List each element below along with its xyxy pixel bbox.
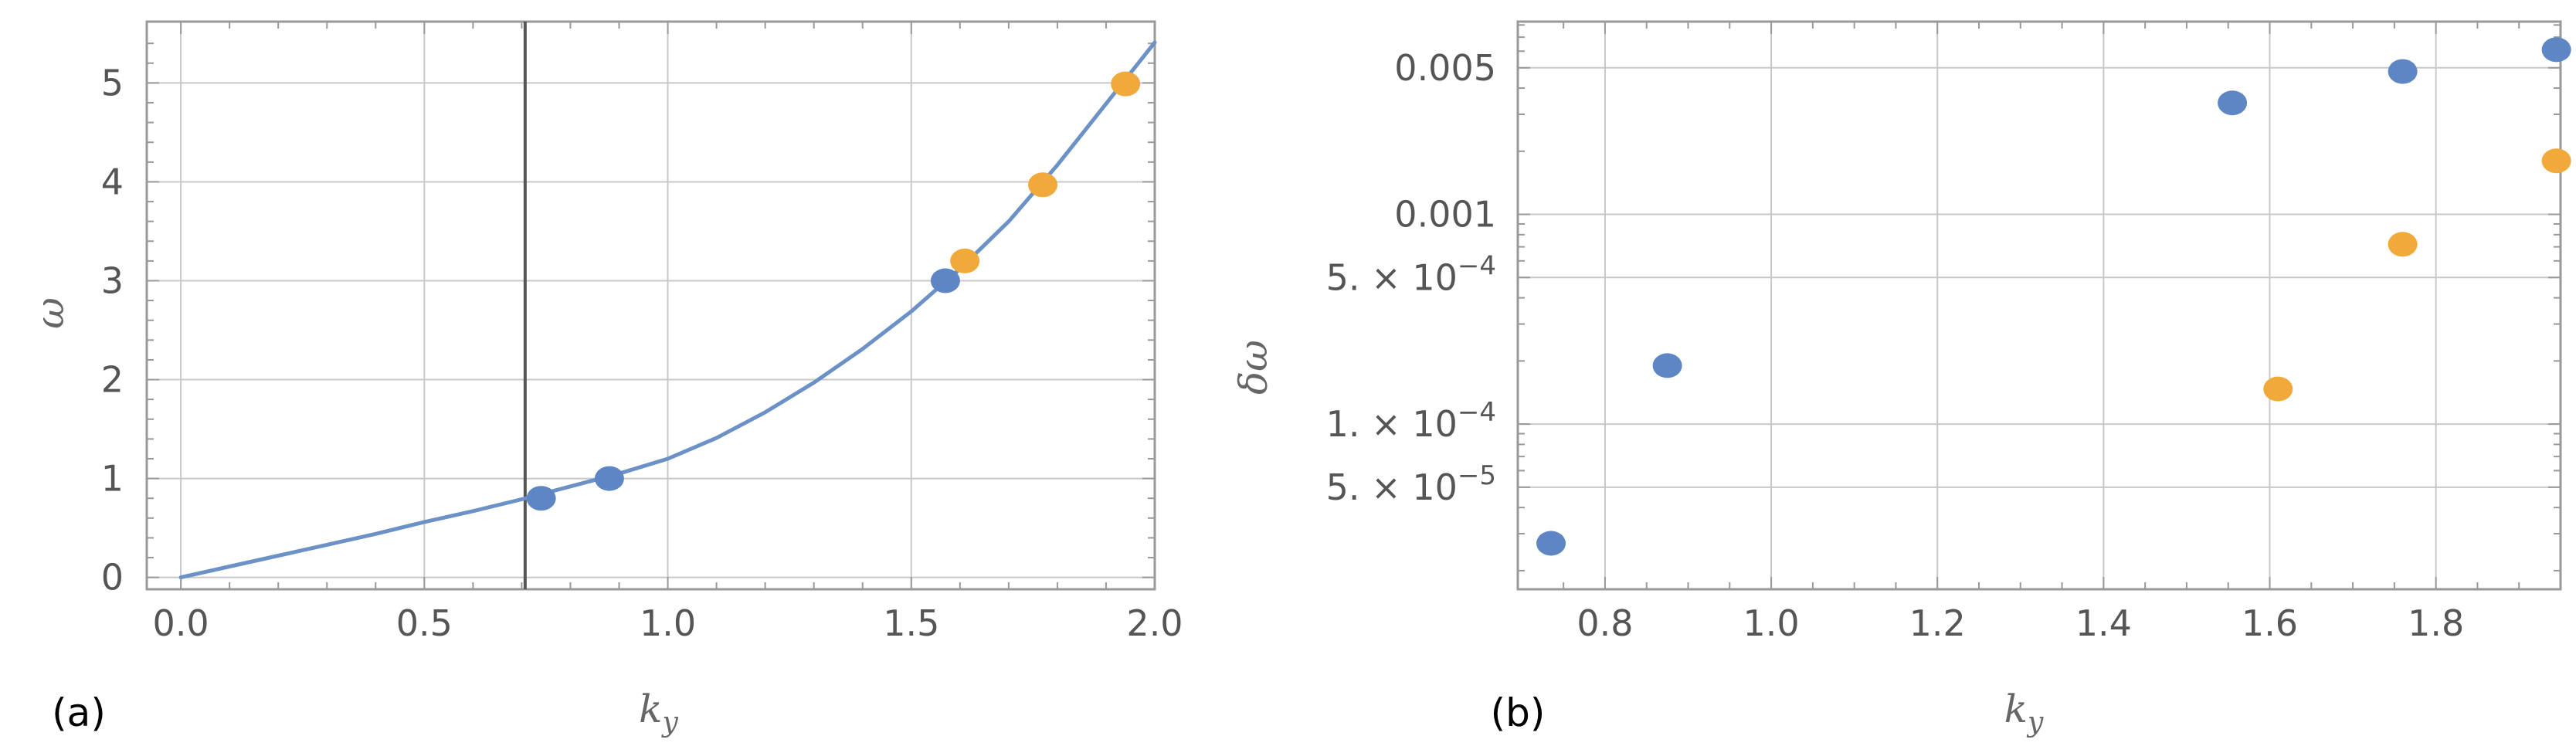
panel-b-points [1536,37,2571,556]
series-1-point [594,466,624,491]
plot-frame [145,20,1156,591]
y-tick-label: 1 [101,458,124,500]
x-tick-label: 1.6 [2242,602,2298,644]
y-axis-label: ω [28,297,73,329]
series-1-point [2541,37,2571,63]
panel-a-grid [147,22,1156,589]
y-tick-label: 5. × 10−5 [1326,460,1496,508]
series-2-point [2388,232,2418,257]
series-2-point [1111,71,1141,97]
x-tick-label: 0.5 [396,602,453,644]
series-1-point [1536,531,1566,556]
series-1-point [2388,59,2418,84]
x-tick-label: 0.0 [153,602,209,644]
x-tick-label: 0.8 [1576,602,1633,644]
x-tick-label: 1.2 [1909,602,1966,644]
y-axis-label: δω [1231,340,1276,395]
series-1-point [930,268,960,293]
panel-a-ticks [147,22,1156,589]
y-tick-label: 5. × 10−4 [1326,250,1496,298]
y-tick-label: 3 [101,259,124,301]
panel-a: 0.0 0.5 1.0 1.5 2.0 0 1 2 3 4 5 ky ω (a) [28,20,1183,738]
panel-a-points [526,71,1141,511]
x-tick-label: 1.0 [1743,602,1800,644]
x-tick-label: 1.5 [883,602,939,644]
x-tick-label: 1.4 [2075,602,2132,644]
y-tick-label: 0.001 [1394,194,1496,236]
y-tick-label: 2 [101,359,124,401]
panel-b-labels: 0.8 1.0 1.2 1.4 1.6 1.8 5. × 10−5 1. × 10−4 5. ×… [1231,47,2464,738]
panel-a-frame [145,20,1156,591]
x-tick-label: 1.0 [640,602,696,644]
x-axis-label: ky [639,687,678,738]
series-2-point [1028,172,1057,198]
y-tick-label: 1. × 10−4 [1326,397,1496,445]
x-tick-label: 1.8 [2408,602,2464,644]
series-2-point [2541,148,2571,174]
series-1-point [526,486,556,511]
series-1-point [2218,90,2248,116]
y-tick-label: 4 [101,161,124,202]
panel-label: (b) [1491,690,1546,735]
plot-frame [1516,20,2562,591]
panel-b: 0.8 1.0 1.2 1.4 1.6 1.8 5. × 10−5 1. × 10−4 5. ×… [1231,20,2571,738]
x-axis-label: ky [2004,687,2044,738]
panel-b-frame [1516,20,2562,591]
panel-label: (a) [52,690,106,735]
panel-a-labels: 0.0 0.5 1.0 1.5 2.0 0 1 2 3 4 5 ky ω (a) [28,62,1183,738]
y-tick-label: 0 [101,557,124,599]
series-2-point [2263,376,2293,402]
y-tick-label: 0.005 [1394,47,1496,89]
x-tick-label: 2.0 [1126,602,1183,644]
panel-b-ticks [1518,22,2561,589]
series-curve [178,40,1157,580]
series-1-point [1652,353,1682,378]
panel-a-curve [178,40,1157,580]
panel-b-grid [1518,22,2561,589]
series-2-point [950,248,980,273]
y-tick-label: 5 [101,62,124,103]
